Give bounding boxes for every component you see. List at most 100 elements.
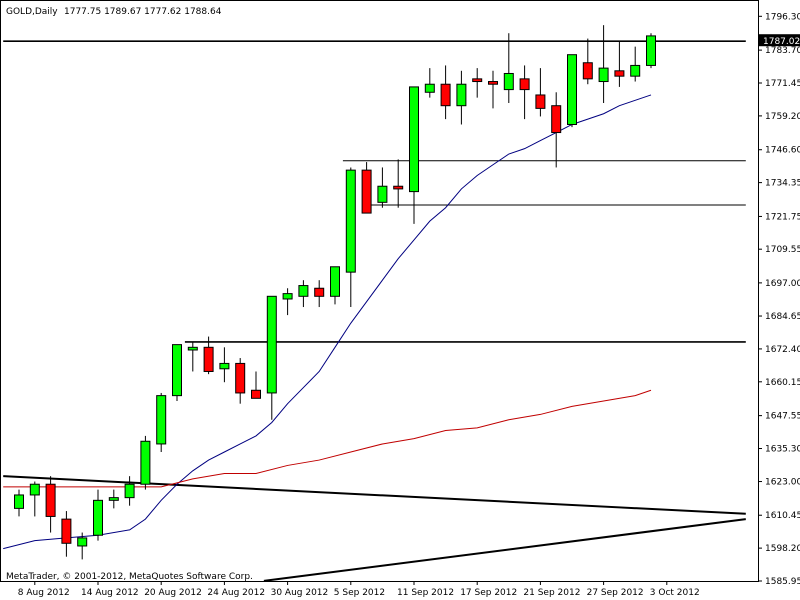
y-axis: 1796.30 1783.70 1771.45 1759.20 1746.60 1734.… bbox=[758, 12, 800, 587]
candle-11 bbox=[187, 341, 198, 372]
candle-body bbox=[440, 83, 451, 107]
candle-body bbox=[424, 83, 435, 93]
candle-39 bbox=[630, 46, 641, 82]
x-tick-label: 24 Aug 2012 bbox=[207, 588, 265, 598]
candle-body bbox=[598, 67, 609, 83]
candle-34 bbox=[551, 92, 562, 168]
candle-4 bbox=[77, 532, 88, 560]
candle-body bbox=[488, 81, 498, 85]
candle-35 bbox=[567, 54, 577, 128]
candle-body bbox=[108, 497, 119, 501]
candle-body bbox=[77, 537, 88, 547]
candle-23 bbox=[377, 167, 388, 208]
candle-body bbox=[156, 395, 167, 445]
y-tick-label: 1783.70 bbox=[765, 46, 800, 56]
candle-8 bbox=[140, 435, 151, 490]
ma-short-line bbox=[3, 94, 652, 550]
candle-body bbox=[29, 483, 40, 496]
candle-0 bbox=[14, 489, 24, 517]
chart-header-symbol: GOLD,Daily bbox=[6, 7, 58, 17]
candle-25 bbox=[409, 86, 419, 224]
candle-10 bbox=[172, 344, 182, 401]
candle-13 bbox=[219, 347, 230, 383]
candle-6 bbox=[108, 489, 119, 509]
trend-line-1 bbox=[263, 518, 746, 582]
candle-5 bbox=[93, 489, 103, 541]
ma-long-line bbox=[3, 389, 652, 488]
candle-body bbox=[456, 83, 467, 107]
y-tick-label: 1610.45 bbox=[765, 511, 800, 521]
x-tick-label: 20 Aug 2012 bbox=[144, 588, 202, 598]
candle-20 bbox=[330, 266, 340, 305]
y-tick-label: 1697.00 bbox=[765, 279, 800, 289]
candle-37 bbox=[598, 25, 609, 104]
price-tag-box bbox=[759, 34, 800, 47]
candle-body bbox=[503, 72, 514, 91]
y-tick-label: 1684.65 bbox=[765, 312, 800, 322]
candle-29 bbox=[472, 68, 483, 98]
candle-body bbox=[472, 78, 483, 83]
candle-body bbox=[61, 518, 72, 544]
candle-body bbox=[282, 293, 293, 300]
candle-body bbox=[314, 287, 325, 297]
candle-body bbox=[251, 389, 261, 399]
y-tick-label: 1721.75 bbox=[765, 212, 800, 222]
candle-body bbox=[140, 440, 151, 485]
candle-body bbox=[219, 362, 230, 370]
candle-body bbox=[582, 62, 593, 80]
y-tick-label: 1734.35 bbox=[765, 179, 800, 189]
candle-12 bbox=[203, 336, 214, 375]
candle-30 bbox=[488, 70, 498, 109]
candles bbox=[14, 25, 656, 560]
candle-14 bbox=[235, 358, 246, 404]
x-axis: 8 Aug 2012 14 Aug 2012 20 Aug 2012 24 Aug 2… bbox=[18, 581, 700, 598]
price-tag-value: 1787.02 bbox=[763, 37, 800, 47]
candle-body bbox=[298, 285, 309, 297]
x-tick-label: 30 Aug 2012 bbox=[271, 588, 329, 598]
candle-body bbox=[519, 78, 530, 91]
candle-27 bbox=[440, 65, 451, 120]
candle-3 bbox=[61, 511, 72, 557]
candle-body bbox=[630, 64, 641, 77]
x-tick-label: 27 Sep 2012 bbox=[587, 588, 644, 598]
candle-28 bbox=[456, 70, 467, 125]
candle-body bbox=[345, 169, 356, 273]
candle-body bbox=[361, 169, 372, 214]
trend-line-0 bbox=[3, 475, 746, 515]
y-tick-label: 1623.00 bbox=[765, 478, 800, 488]
x-tick-label: 17 Sep 2012 bbox=[460, 588, 517, 598]
candle-body bbox=[172, 344, 182, 397]
candle-40 bbox=[646, 33, 656, 69]
candle-body bbox=[330, 266, 340, 297]
candle-body bbox=[377, 185, 388, 203]
x-tick-label: 5 Sep 2012 bbox=[334, 588, 385, 598]
candle-body bbox=[409, 86, 419, 193]
chart-header-ohlc: 1777.75 1789.67 1777.62 1788.64 bbox=[64, 7, 222, 17]
candle-7 bbox=[124, 476, 135, 506]
y-tick-label: 1709.55 bbox=[765, 245, 800, 255]
candle-body bbox=[535, 94, 546, 109]
y-tick-label: 1647.55 bbox=[765, 412, 800, 422]
candle-32 bbox=[519, 65, 530, 120]
candle-33 bbox=[535, 68, 546, 117]
candle-1 bbox=[29, 481, 40, 517]
candle-body bbox=[14, 494, 24, 509]
x-tick-label: 14 Aug 2012 bbox=[81, 588, 139, 598]
x-tick-label: 11 Sep 2012 bbox=[397, 588, 454, 598]
x-tick-label: 8 Aug 2012 bbox=[18, 588, 70, 598]
candle-22 bbox=[361, 162, 372, 214]
candle-body bbox=[266, 295, 277, 394]
candle-body bbox=[567, 54, 577, 125]
candle-body bbox=[614, 70, 625, 77]
y-tick-label: 1635.30 bbox=[765, 445, 800, 455]
y-tick-label: 1660.15 bbox=[765, 378, 800, 388]
plot-frame bbox=[0, 0, 759, 582]
overlay-lines bbox=[3, 40, 746, 582]
moving-averages bbox=[3, 94, 652, 550]
candle-body bbox=[235, 362, 246, 394]
candle-body bbox=[187, 346, 198, 351]
candle-2 bbox=[45, 476, 56, 533]
candle-21 bbox=[345, 167, 356, 308]
